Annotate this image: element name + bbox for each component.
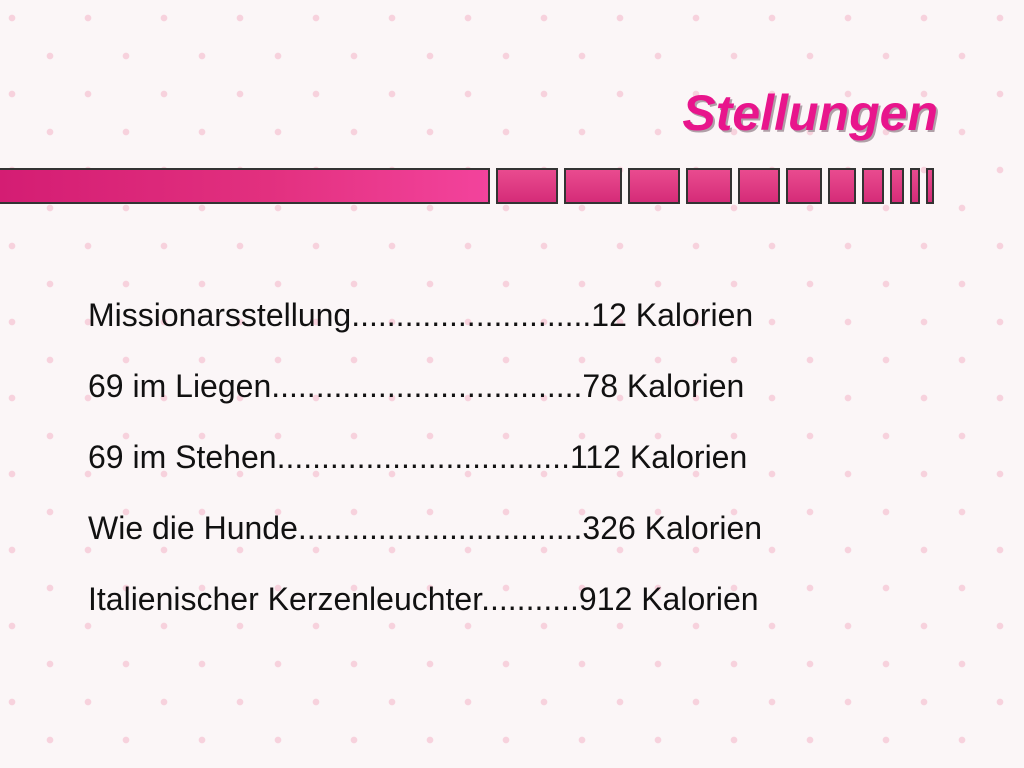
calorie-entry: Missionarsstellung......................… [88,297,754,333]
bar-block [738,168,780,204]
bar-block [628,168,680,204]
bar-block [828,168,856,204]
bar-block [910,168,920,204]
calorie-entry: Italienischer Kerzenleuchter...........9… [88,581,759,617]
calorie-entry: 69 im Liegen............................… [88,368,745,404]
bar-block [890,168,904,204]
bar-block [686,168,732,204]
slide-title: Stellungen [682,85,938,141]
calorie-list: Missionarsstellung......................… [88,280,762,635]
calorie-entry: Wie die Hunde...........................… [88,510,763,546]
bar-block [786,168,822,204]
bar-block [926,168,934,204]
calorie-entry: 69 im Stehen............................… [88,439,748,475]
bar-block [564,168,622,204]
bar-block [862,168,884,204]
bar-segment-main [0,168,490,204]
bar-block [496,168,558,204]
